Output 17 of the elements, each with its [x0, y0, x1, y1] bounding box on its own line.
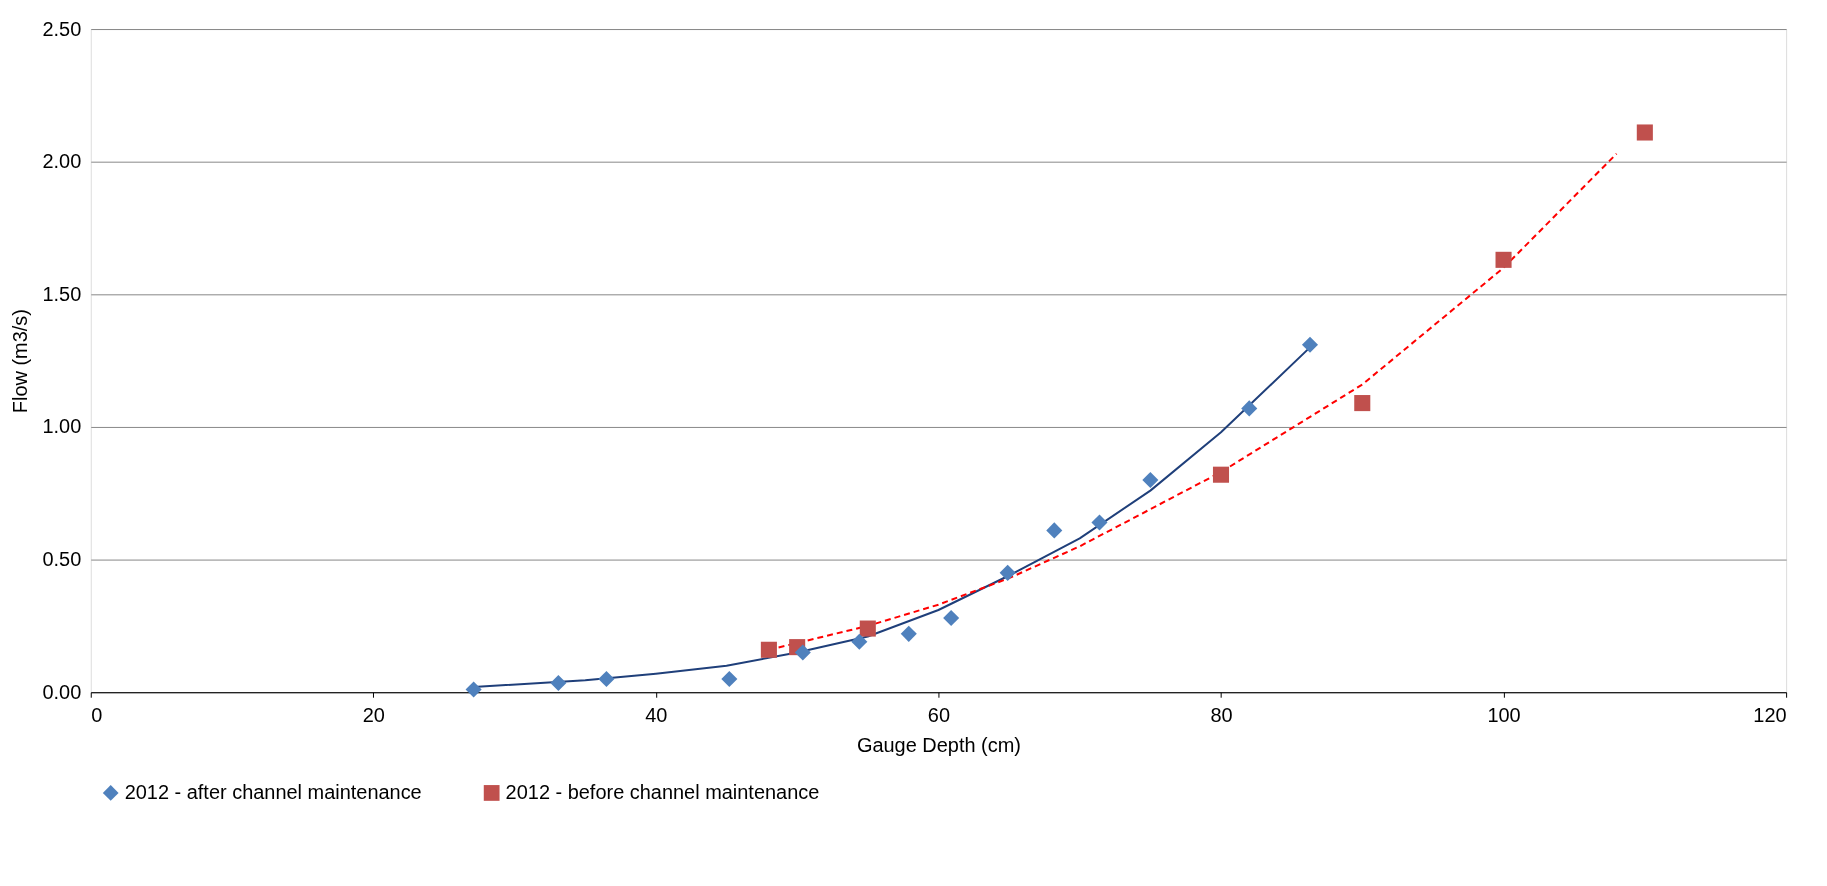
- y-axis-title: Flow (m3/s): [8, 309, 31, 414]
- x-tick-label: 80: [1210, 703, 1233, 726]
- y-tick-label: 0.00: [42, 680, 82, 703]
- x-tick-label: 100: [1487, 703, 1521, 726]
- y-tick-label: 1.00: [42, 415, 82, 438]
- x-tick-label: 0: [91, 703, 103, 726]
- y-tick-label: 0.50: [42, 548, 82, 571]
- x-tick-label: 120: [1753, 703, 1787, 726]
- x-tick-label: 60: [927, 703, 951, 726]
- x-tick-label: 40: [645, 703, 668, 726]
- y-tick-label: 2.00: [42, 150, 82, 173]
- y-tick-label: 2.50: [42, 17, 82, 40]
- legend-label: 2012 - after channel maintenance: [124, 780, 422, 803]
- y-tick-label: 1.50: [42, 282, 82, 305]
- x-axis-title: Gauge Depth (cm): [856, 733, 1021, 756]
- legend-label: 2012 - before channel maintenance: [505, 780, 820, 803]
- x-tick-label: 20: [362, 703, 385, 726]
